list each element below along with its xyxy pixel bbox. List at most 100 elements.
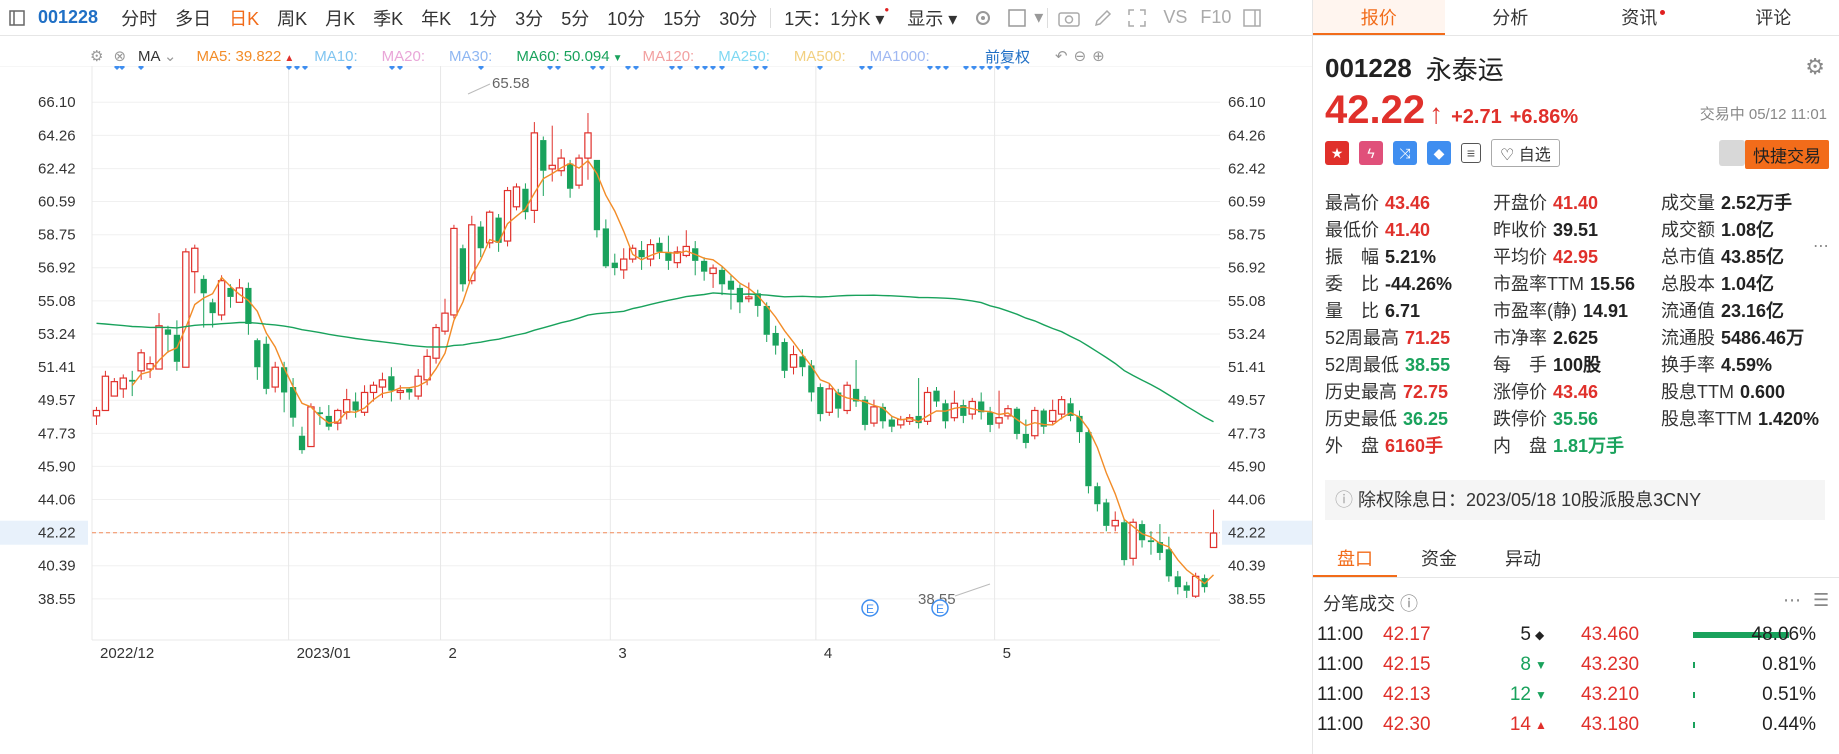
ma-legend-item[interactable]: MA1000: <box>870 48 934 65</box>
event-marker-icon[interactable] <box>963 66 969 70</box>
event-marker-icon[interactable] <box>1004 66 1010 70</box>
period-tab[interactable]: 月K <box>325 8 356 29</box>
event-marker-icon[interactable] <box>286 66 292 70</box>
period-tab[interactable]: 多日 <box>175 8 212 29</box>
event-marker-icon[interactable] <box>753 66 759 70</box>
event-marker-icon[interactable] <box>935 66 941 70</box>
candlestick-chart[interactable]: 66.10 66.10 64.26 64.26 62.42 62.42 60.59 60.59… <box>0 66 1312 754</box>
period-tab[interactable]: 10分 <box>607 8 646 29</box>
more-icon[interactable]: ⋯ <box>1783 590 1801 610</box>
display-select[interactable]: 显示 ▾ <box>898 5 966 31</box>
period-tab[interactable]: 年K <box>421 8 452 29</box>
event-marker-icon[interactable] <box>590 66 596 70</box>
china-flag-icon[interactable]: ★ <box>1325 141 1349 165</box>
ma-legend-item[interactable]: MA30: <box>449 48 496 65</box>
ma-legend-item[interactable]: MA120: <box>643 48 699 65</box>
period-tab[interactable]: 分时 <box>121 8 158 29</box>
event-marker-icon[interactable] <box>927 66 933 70</box>
event-marker-icon[interactable] <box>943 66 949 70</box>
lightning-icon[interactable]: ϟ <box>1359 141 1383 165</box>
tag-icon[interactable]: ◆ <box>1427 141 1451 165</box>
event-marker-icon[interactable] <box>987 66 993 70</box>
event-marker-icon[interactable] <box>677 66 683 70</box>
chevron-down-icon[interactable]: ▾ <box>1034 7 1044 27</box>
quote-tab[interactable]: 资讯 <box>1576 0 1708 35</box>
period-tab[interactable]: 季K <box>373 8 404 29</box>
chart-zoom-icons[interactable]: ↶⊖⊕ <box>1055 48 1111 65</box>
period-tab[interactable]: 日K <box>229 8 260 29</box>
detail-tab[interactable]: 资金 <box>1421 549 1457 569</box>
event-marker-icon[interactable] <box>547 66 553 70</box>
vs-button[interactable]: VS <box>1163 7 1188 27</box>
period-tab[interactable]: 1分 <box>469 8 498 29</box>
event-marker-icon[interactable] <box>971 66 977 70</box>
ma-legend-item[interactable]: MA60: 50.094 ▼ <box>516 48 622 65</box>
ma-legend-item[interactable]: MA5: 39.822 ▲ <box>196 48 294 65</box>
event-marker-icon[interactable] <box>995 66 1001 70</box>
event-marker-icon[interactable] <box>979 66 985 70</box>
event-marker-icon[interactable] <box>867 66 873 70</box>
event-marker-icon[interactable] <box>599 66 605 70</box>
event-marker-icon[interactable] <box>346 66 352 70</box>
ma-legend-item[interactable]: MA10: <box>314 48 361 65</box>
event-marker-icon[interactable] <box>762 66 768 70</box>
list-icon[interactable]: ☰ <box>1813 590 1830 610</box>
period-tab[interactable]: 5分 <box>561 8 590 29</box>
shuffle-icon[interactable]: ⤨ <box>1393 141 1417 165</box>
event-marker-icon[interactable] <box>859 66 865 70</box>
event-marker-icon[interactable] <box>302 66 308 70</box>
ex-dividend-marker-icon[interactable]: E <box>861 599 879 617</box>
event-marker-icon[interactable] <box>710 66 716 70</box>
event-marker-icon[interactable] <box>817 66 823 70</box>
fullscreen-icon[interactable] <box>1126 7 1148 29</box>
period-tab[interactable]: 15分 <box>663 8 702 29</box>
event-marker-icon[interactable] <box>294 66 300 70</box>
ma-legend-item[interactable]: MA500: <box>794 48 850 65</box>
camera-icon[interactable] <box>1058 7 1081 29</box>
gear-icon[interactable]: ⚙ <box>90 48 104 65</box>
event-marker-icon[interactable] <box>669 66 675 70</box>
price-level: 43.180 <box>1581 714 1640 735</box>
event-marker-icon[interactable] <box>555 66 561 70</box>
event-marker-icon[interactable] <box>114 66 120 70</box>
note-icon[interactable]: ≡ <box>1461 143 1481 163</box>
event-marker-icon[interactable] <box>633 66 639 70</box>
period-tab[interactable]: 3分 <box>515 8 544 29</box>
ex-dividend-marker-icon[interactable]: E <box>931 599 949 617</box>
event-marker-icon[interactable] <box>138 66 144 70</box>
event-marker-icon[interactable] <box>702 66 708 70</box>
period-tab[interactable]: 30分 <box>719 8 758 29</box>
range-select[interactable]: 1天：1分K ▾● <box>784 4 890 29</box>
sidebar-toggle-icon[interactable] <box>6 7 28 29</box>
pen-icon[interactable] <box>1092 7 1114 29</box>
event-marker-icon[interactable] <box>478 66 484 70</box>
period-tab[interactable]: 周K <box>277 8 308 29</box>
event-marker-icon[interactable] <box>694 66 700 70</box>
event-marker-icon[interactable] <box>397 66 403 70</box>
gear-icon[interactable] <box>972 7 994 29</box>
fq-select[interactable]: 前复权 <box>985 48 1031 66</box>
ma-legend-item[interactable]: MA20: <box>382 48 429 65</box>
layout-icon[interactable] <box>1006 7 1028 29</box>
panel-icon[interactable] <box>1241 7 1263 29</box>
event-marker-icon[interactable] <box>719 66 725 70</box>
quote-tab[interactable]: 评论 <box>1708 0 1839 35</box>
event-marker-icon[interactable] <box>119 66 125 70</box>
event-marker-icon[interactable] <box>625 66 631 70</box>
ma-type-select[interactable]: MA ⌄ <box>138 47 176 65</box>
quote-tab[interactable]: 分析 <box>1445 0 1577 35</box>
quote-tab[interactable]: 报价 <box>1313 0 1445 35</box>
quick-trade-button[interactable]: 快捷交易 <box>1745 140 1829 169</box>
detail-tab[interactable]: 盘口 <box>1313 540 1397 577</box>
bell-icon[interactable] <box>1719 140 1745 166</box>
add-favorite-button[interactable]: ♡ 自选 <box>1491 139 1560 167</box>
f10-button[interactable]: F10 <box>1200 7 1232 27</box>
gear-icon[interactable]: ⚙ <box>1805 54 1825 79</box>
detail-tab[interactable]: 异动 <box>1505 549 1541 569</box>
stock-code-tab[interactable]: 001228 <box>38 7 99 27</box>
info-icon[interactable]: ⓘ <box>1400 594 1419 614</box>
ma-legend-item[interactable]: MA250: <box>718 48 774 65</box>
event-marker-icon[interactable] <box>389 66 395 70</box>
close-icon[interactable]: ⊗ <box>113 48 127 65</box>
more-icon[interactable]: ⋯ <box>1813 238 1829 255</box>
